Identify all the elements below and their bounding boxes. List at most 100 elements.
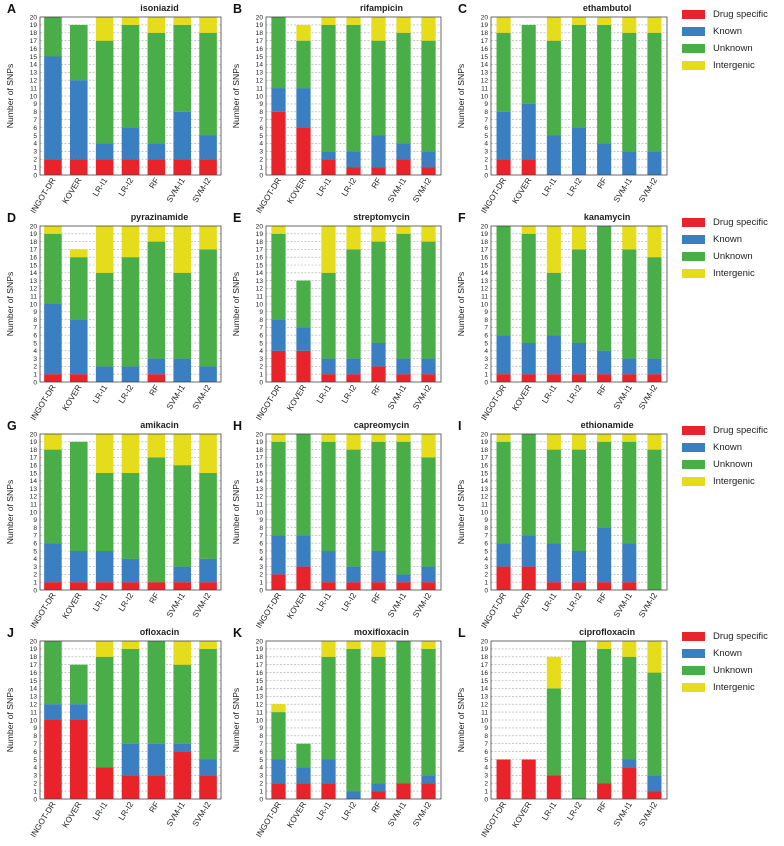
legend-swatch xyxy=(682,460,705,469)
panel-f-bar-rf-unknown xyxy=(597,226,612,351)
panel-h-title: capreomycin xyxy=(354,420,410,430)
panel-l-ytick-label: 0 xyxy=(484,796,488,803)
panel-a-ytick-label: 2 xyxy=(33,157,37,164)
panel-a-bar-lr-i2-drug-specific xyxy=(121,159,140,175)
panel-l-bar-rf-intergenic xyxy=(597,641,612,649)
panel-e-bar-ingot-dr-unknown xyxy=(271,233,286,320)
panel-j-bar-lr-i2-drug-specific xyxy=(121,775,140,799)
legend-swatch xyxy=(682,27,705,36)
panel-a-ytick-label: 8 xyxy=(33,109,37,116)
panel-b-bar-lr-i2-known xyxy=(346,151,361,168)
panel-k-ytick-label: 18 xyxy=(256,654,264,661)
panel-g-ytick-label: 20 xyxy=(30,431,38,438)
panel-h-bar-svm-i2-drug-specific xyxy=(421,582,436,590)
panel-d-bar-svm-i2-unknown xyxy=(199,249,217,367)
panel-e-bar-rf-intergenic xyxy=(371,226,386,242)
panel-g-ytick-label: 0 xyxy=(33,587,37,594)
panel-l-bar-svm-i1-intergenic xyxy=(622,641,637,657)
panel-g-bar-ingot-dr-intergenic xyxy=(44,434,62,450)
panel-g-ytick-label: 9 xyxy=(33,517,37,524)
panel-c-bar-svm-i2-known xyxy=(647,151,662,175)
panel-f-ytick-label: 19 xyxy=(481,231,489,238)
panel-h-ytick-label: 13 xyxy=(256,486,264,493)
panel-h-bar-rf-unknown xyxy=(371,441,386,551)
panel-b-bar-kover-known xyxy=(296,88,311,128)
panel-h-bar-svm-i2-known xyxy=(421,566,436,583)
panel-l-xtick-label: SVM-I2 xyxy=(637,800,659,828)
panel-k-bar-svm-i1-drug-specific xyxy=(396,783,411,799)
panel-g-ytick-label: 10 xyxy=(30,509,38,516)
panel-g-bar-lr-i1-known xyxy=(95,551,114,583)
legend-label: Drug specific xyxy=(713,217,768,228)
panel-i-bar-lr-i2-drug-specific xyxy=(571,582,587,590)
panel-e-bar-svm-i1-known xyxy=(396,358,411,375)
panel-j-letter: J xyxy=(7,626,14,640)
panel-j-bar-kover-known xyxy=(69,704,88,720)
panel-e-bar-svm-i2-unknown xyxy=(421,241,436,359)
panel-e-bar-svm-i2-intergenic xyxy=(421,226,436,242)
legend-swatch xyxy=(682,269,705,278)
legend-item: Drug specific xyxy=(682,628,768,645)
panel-c-ytick-label: 11 xyxy=(481,85,488,92)
panel-j-bar-svm-i2-drug-specific xyxy=(199,775,217,799)
panel-e-xtick-label: INGOT-DR xyxy=(254,383,283,422)
panel-c-ytick-label: 3 xyxy=(484,149,488,156)
panel-f-ytick-label: 6 xyxy=(484,333,488,340)
panel-i-ytick-label: 6 xyxy=(484,541,488,548)
panel-f-bar-lr-i2-known xyxy=(571,343,587,375)
panel-e-xtick-label: SVM-I1 xyxy=(386,383,408,411)
panel-l-bar-svm-i2-known xyxy=(647,775,662,792)
panel-k-bar-svm-i2-drug-specific xyxy=(421,783,436,799)
panel-k-frame xyxy=(265,640,442,800)
panel-j-bar-kover-drug-specific xyxy=(69,720,88,799)
panel-k-ytick-label: 0 xyxy=(259,796,263,803)
legend-item: Intergenic xyxy=(682,265,768,282)
panel-a-xtick-label: LR-I1 xyxy=(91,176,109,198)
panel-g-bar-ingot-dr-known xyxy=(44,543,62,583)
panel-i-ytick-label: 19 xyxy=(481,439,489,446)
panel-l-ytick-label: 1 xyxy=(484,788,488,795)
panel-i-ytick-label: 10 xyxy=(481,509,489,516)
panel-k-ytick-label: 2 xyxy=(259,781,263,788)
panel-i-xtick-label: SVM-I2 xyxy=(637,591,659,619)
panel-f-xtick-label: LR-I1 xyxy=(540,383,558,405)
panel-d-bar-rf-unknown xyxy=(147,241,166,359)
panel-b-xtick-label: LR-I1 xyxy=(315,176,333,198)
panel-l-bar-lr-i1-drug-specific xyxy=(546,775,561,799)
panel-j-bar-svm-i2-unknown xyxy=(199,648,217,760)
panel-l-bar-rf-unknown xyxy=(597,648,612,784)
panel-b-ytick-label: 3 xyxy=(259,149,263,156)
panel-g-ytick-label: 7 xyxy=(33,533,37,540)
panel-j-xtick-label: LR-I2 xyxy=(117,800,135,822)
panel-c-bar-ingot-dr-known xyxy=(496,111,511,160)
panel-d-title: pyrazinamide xyxy=(131,212,189,222)
panel-f-bar-lr-i1-known xyxy=(546,335,561,375)
panel-h-xtick-label: LR-I1 xyxy=(315,591,333,613)
panel-i-ytick-label: 0 xyxy=(484,587,488,594)
panel-c-bar-svm-i1-intergenic xyxy=(622,17,637,33)
panel-k-bar-kover-drug-specific xyxy=(296,783,311,799)
panel-b-frame xyxy=(265,16,442,176)
panel-b-bar-lr-i1-known xyxy=(321,151,336,160)
panel-a-bar-svm-i1-unknown xyxy=(173,24,192,112)
panel-c-bar-rf-intergenic xyxy=(597,17,612,25)
panel-i-bar-ingot-dr-unknown xyxy=(496,441,511,544)
panel-a-ytick-label: 12 xyxy=(30,78,38,85)
panel-f-bar-rf-drug-specific xyxy=(597,374,612,382)
panel-e-bar-kover-drug-specific xyxy=(296,350,311,382)
panel-d-xtick-label: KOVER xyxy=(61,383,84,412)
panel-e-ytick-label: 5 xyxy=(259,340,263,347)
legend-item: Known xyxy=(682,23,768,40)
panel-f-bar-lr-i1-drug-specific xyxy=(546,374,561,382)
panel-l-bar-lr-i2-unknown xyxy=(571,641,587,799)
panel-a-ylabel: Number of SNPs xyxy=(5,64,15,128)
panel-f-bar-kover-intergenic xyxy=(521,226,536,234)
panel-k-ytick-label: 13 xyxy=(256,694,264,701)
panel-b-bar-svm-i1-drug-specific xyxy=(396,159,411,175)
panel-g-xtick-label: LR-I2 xyxy=(117,591,135,613)
panel-i-bar-rf-known xyxy=(597,527,612,583)
panel-a-ytick-label: 19 xyxy=(30,22,38,29)
panel-k-ytick-label: 4 xyxy=(259,765,263,772)
panel-j-ytick-label: 4 xyxy=(33,765,37,772)
panel-e-bar-lr-i2-intergenic xyxy=(346,226,361,250)
